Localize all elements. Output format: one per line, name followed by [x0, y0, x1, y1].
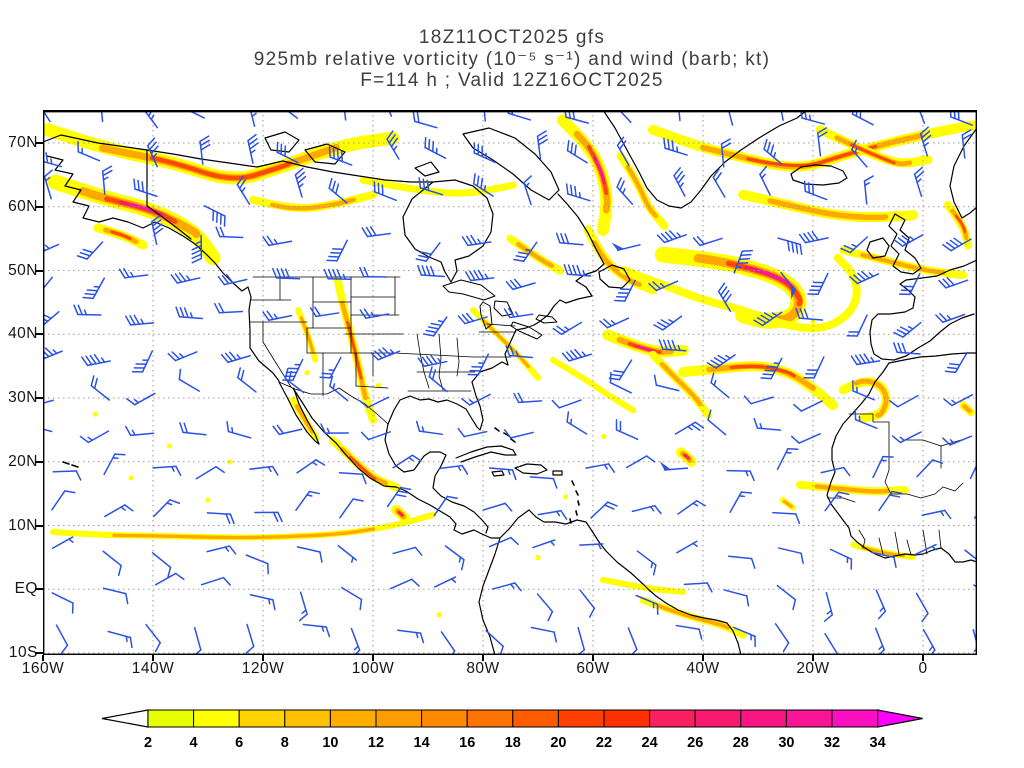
lon-tick-label: 60W [576, 660, 610, 677]
colorbar-segment [785, 709, 833, 728]
title-run-line: 18Z11OCT2025 gfs [418, 27, 606, 48]
title-field-line: 925mb relative vorticity (10⁻⁵ s⁻¹) and … [253, 48, 771, 70]
colorbar-segment [740, 709, 787, 728]
lat-tick-mark [35, 397, 43, 399]
lat-tick-mark [35, 460, 43, 463]
colorbar-segment [421, 709, 468, 728]
lon-tick-mark [42, 655, 44, 661]
lat-tick-mark [35, 652, 43, 654]
lon-tick-label: 120W [241, 660, 285, 677]
colorbar-segment [238, 709, 286, 728]
colorbar-segment [375, 709, 423, 728]
colorbar-tick-label: 12 [368, 735, 384, 751]
lat-tick-mark [35, 333, 43, 336]
colorbar-segment [466, 709, 514, 728]
lon-tick-label: 160W [21, 660, 65, 677]
colorbar-tick-label: 30 [778, 735, 794, 751]
colorbar-segment [831, 709, 879, 728]
colorbar-overflow-arrow [876, 709, 923, 728]
colorbar-tick-label: 16 [459, 735, 475, 751]
lat-tick-mark [35, 588, 43, 591]
colorbar-underflow-arrow [101, 709, 149, 728]
lon-tick-mark [482, 655, 484, 661]
lat-tick-mark [35, 142, 43, 144]
colorbar-tick-label: 24 [642, 735, 658, 751]
lon-tick-mark [812, 655, 814, 661]
colorbar-tick-label: 20 [550, 735, 566, 751]
lat-tick-mark [35, 269, 43, 272]
map-canvas [43, 110, 977, 655]
colorbar-tick-label: 10 [322, 735, 338, 751]
lat-tick-mark [35, 205, 43, 208]
colorbar-tick-label: 32 [824, 735, 840, 751]
lon-tick-mark [152, 655, 154, 661]
lon-tick-mark [702, 655, 704, 661]
colorbar-segment [603, 709, 651, 728]
gridline-layer [43, 110, 977, 655]
colorbar-segment [284, 709, 331, 728]
lon-tick-label: 40W [686, 660, 720, 677]
colorbar-tick-label: 6 [235, 735, 243, 751]
colorbar-tick-label: 22 [596, 735, 612, 751]
lat-tick-label: 40N [8, 325, 38, 343]
lat-tick-label: 60N [8, 197, 38, 215]
lat-tick-label: 10S [8, 644, 38, 661]
colorbar-segment [329, 709, 377, 728]
colorbar: 2 4 6 8 10 12 14 16 18 20 22 24 26 28 30 32 34 [101, 709, 923, 751]
lon-tick-mark [922, 655, 924, 661]
colorbar-tick-label: 4 [190, 735, 198, 751]
lon-tick-label: 0 [918, 660, 928, 677]
colorbar-segment [147, 709, 195, 728]
colorbar-tick-label: 34 [870, 735, 886, 751]
lon-tick-mark [262, 655, 264, 661]
colorbar-tick-label: 18 [505, 735, 521, 751]
lon-tick-label: 140W [131, 660, 175, 677]
lat-tick-label: 30N [8, 389, 38, 406]
lon-tick-label: 80W [466, 660, 500, 677]
lat-tick-label: EQ [14, 580, 38, 598]
lat-tick-mark [35, 524, 43, 527]
colorbar-segment [557, 709, 605, 728]
lat-tick-label: 10N [8, 516, 38, 534]
colorbar-tick-label: 28 [733, 735, 749, 751]
colorbar-tick-label: 26 [687, 735, 703, 751]
figure-title: 18Z11OCT2025 gfs 925mb relative vorticit… [0, 27, 1024, 92]
vorticity-layer [43, 114, 977, 639]
lon-tick-label: 100W [351, 660, 395, 677]
map-frame-border [43, 110, 977, 655]
borders-layer [249, 276, 964, 556]
lon-tick-mark [372, 655, 374, 661]
map-plot-area [43, 110, 977, 655]
lon-tick-label: 20W [796, 660, 830, 677]
wind-barb-layer [43, 110, 977, 655]
coastline-layer [43, 110, 977, 655]
colorbar-tick-label: 8 [281, 735, 289, 751]
lat-tick-label: 50N [8, 261, 38, 279]
colorbar-segment [512, 709, 559, 728]
title-valid-line: F=114 h ; Valid 12Z16OCT2025 [360, 70, 664, 91]
colorbar-tick-label: 14 [414, 735, 430, 751]
lat-tick-label: 70N [8, 134, 38, 151]
colorbar-segment [694, 709, 742, 728]
colorbar-tick-label: 2 [144, 735, 152, 751]
lat-tick-label: 20N [8, 452, 38, 470]
colorbar-segment [193, 709, 240, 728]
lon-tick-mark [592, 655, 594, 661]
colorbar-segment [649, 709, 696, 728]
